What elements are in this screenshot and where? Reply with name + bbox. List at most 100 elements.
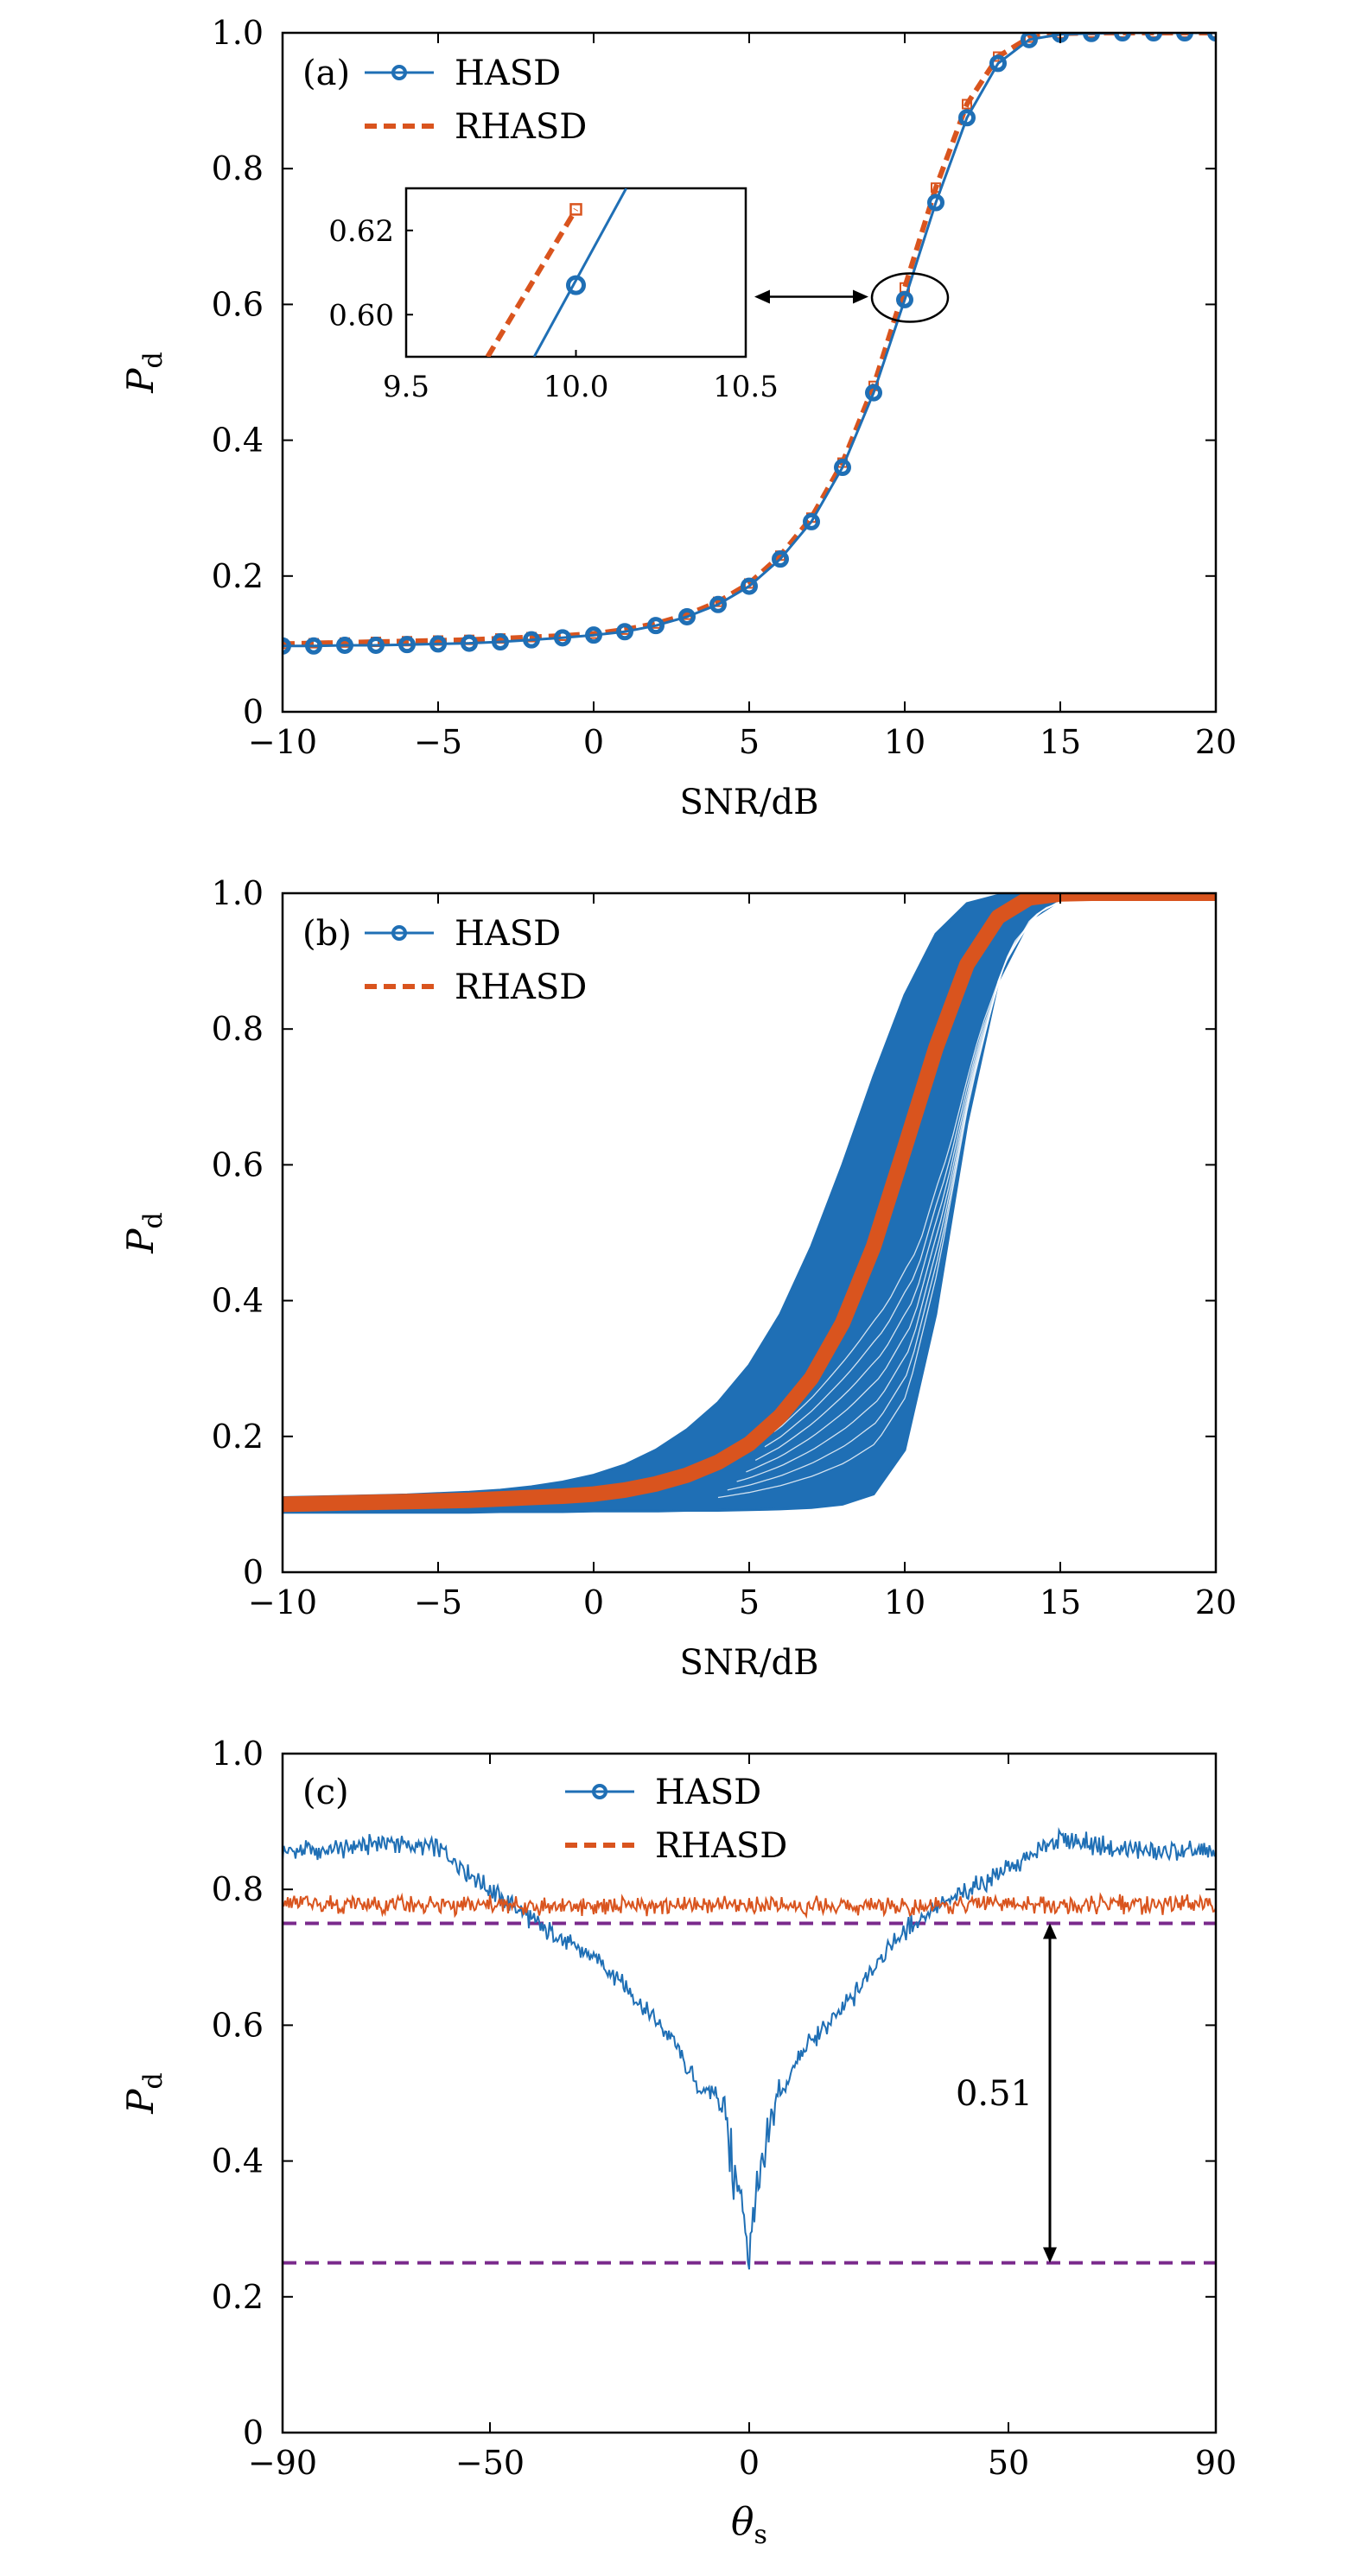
series-hasd-point	[803, 512, 820, 530]
panel-a-y-tick-label: 0.2	[212, 557, 264, 595]
series-hasd-point	[989, 54, 1007, 73]
inset-x-tick-label: 10.5	[713, 370, 779, 404]
panel-a: −10 −5 0 5 10 15 20 0 0.2 0.4 0.6 0.8 1.0 Pd SNR/dB 9.5…	[119, 14, 1237, 822]
panel-b-y-tick-label: 0.8	[212, 1010, 264, 1048]
series-hasd-point	[927, 194, 944, 212]
panel-b-x-tick-label: 20	[1195, 1583, 1237, 1621]
panel-b-x-tick-label: 5	[739, 1583, 760, 1621]
series-hasd-point	[429, 635, 447, 653]
panel-b: −10 −5 0 5 10 15 20 0 0.2 0.4 0.6 0.8 1.0 Pd SNR/dB (b)…	[119, 874, 1237, 1683]
panel-b-legend-rhasd-label: RHASD	[455, 968, 587, 1007]
panel-c-y-axis-label: Pd	[119, 2072, 169, 2114]
panel-c-y-tick-label: 1.0	[212, 1735, 264, 1773]
zoom-arrow-head-left	[754, 289, 770, 304]
panel-b-x-axis-label: SNR/dB	[680, 1643, 819, 1683]
series-hasd-point	[523, 631, 540, 649]
panel-b-y-tick-label: 0.4	[212, 1282, 264, 1320]
hasd-trial-gap	[764, 896, 1077, 1448]
panel-c: 0.51 −90 −50 0 50 90 0 0.2 0.4 0.6 0.8 1.0 Pd θs (c) HA…	[119, 1735, 1237, 2550]
inset-y-tick-label: 0.60	[328, 298, 394, 333]
series-hasd-point	[1114, 33, 1131, 41]
series-hasd-point	[367, 636, 385, 654]
hasd-trial-band	[283, 893, 1216, 1514]
series-hasd-point	[709, 595, 727, 613]
panel-b-x-tick-label: −10	[248, 1583, 317, 1621]
panel-c-y-tick-label: 0	[243, 2414, 264, 2452]
gap-annotation-label: 0.51	[956, 2074, 1033, 2114]
inset-x-tick-label: 10.0	[544, 370, 609, 404]
gap-arrow-head-top	[1043, 1923, 1057, 1939]
zoom-arrow-head-right	[853, 289, 868, 304]
panel-a-x-tick-label: 0	[583, 723, 604, 761]
panel-c-panel-label: (c)	[302, 1773, 349, 1812]
series-hasd-point	[741, 577, 758, 595]
panel-c-legend-rhasd-label: RHASD	[655, 1826, 787, 1866]
panel-b-y-tick-label: 0.2	[212, 1418, 264, 1456]
panel-b-y-tick-label: 0	[243, 1553, 264, 1591]
series-hasd-line	[283, 1826, 1216, 2270]
series-hasd-point	[283, 637, 291, 655]
panel-a-plot-area	[283, 33, 1216, 655]
inset-x-tick-label: 9.5	[383, 370, 429, 404]
inset-hasd-line	[532, 188, 627, 357]
inset-frame	[404, 187, 747, 358]
panel-a-x-tick-label: 20	[1195, 723, 1237, 761]
panel-c-y-tick-label: 0.6	[212, 2006, 264, 2044]
panel-a-x-tick-label: −10	[248, 723, 317, 761]
zoom-ellipse	[870, 272, 950, 323]
panel-a-x-tick-label: 10	[884, 723, 925, 761]
inset-rhasd-line	[485, 207, 579, 357]
inset-rhasd-point	[569, 203, 582, 216]
hasd-trial-gap	[773, 898, 1071, 1432]
panel-a-x-tick-label: 15	[1040, 723, 1081, 761]
panel-c-y-tick-label: 0.8	[212, 1870, 264, 1908]
series-hasd-point	[958, 109, 976, 127]
series-hasd-point	[305, 637, 322, 655]
series-hasd-point	[647, 617, 665, 635]
panel-a-legend-rhasd-label: RHASD	[455, 107, 587, 147]
series-hasd-point	[554, 629, 571, 647]
panel-a-x-axis-label: SNR/dB	[680, 783, 819, 822]
panel-a-legend-hasd-marker	[391, 65, 407, 80]
inset-hasd-point	[566, 275, 586, 295]
panel-c-plot-area	[283, 1826, 1216, 2270]
series-hasd-point	[398, 636, 416, 654]
panel-c-x-tick-label: 0	[739, 2444, 760, 2482]
panel-a-legend-hasd-label: HASD	[455, 54, 561, 93]
panel-b-x-tick-label: −5	[414, 1583, 462, 1621]
series-rhasd-point	[962, 98, 972, 110]
inset-y-tick-label: 0.62	[328, 214, 394, 249]
panel-b-x-tick-label: 15	[1040, 1583, 1081, 1621]
panel-b-x-tick-label: 10	[884, 1583, 925, 1621]
panel-b-panel-label: (b)	[302, 914, 352, 954]
panel-a-y-tick-label: 0.6	[212, 285, 264, 323]
series-hasd-point	[865, 384, 882, 402]
series-hasd-point	[336, 636, 353, 654]
series-hasd-point	[1176, 33, 1193, 41]
series-hasd-point	[585, 626, 602, 644]
series-rhasd-point	[1086, 33, 1097, 38]
series-hasd-point	[1145, 33, 1162, 41]
series-rhasd-line	[283, 33, 1216, 647]
panel-c-legend-hasd-marker	[592, 1784, 607, 1799]
inset-plot-area	[485, 188, 627, 357]
series-hasd-point	[616, 623, 633, 641]
panel-a-x-tick-label: 5	[739, 723, 760, 761]
series-hasd-point	[678, 607, 696, 625]
panel-c-x-tick-label: −50	[455, 2444, 525, 2482]
panel-a-y-tick-label: 1.0	[212, 14, 264, 52]
series-hasd-point	[772, 550, 789, 568]
series-rhasd-line	[283, 1892, 1216, 1919]
series-hasd-point	[492, 633, 509, 651]
panel-b-x-tick-label: 0	[583, 1583, 604, 1621]
panel-b-legend-hasd-label: HASD	[455, 914, 561, 954]
panel-a-y-tick-label: 0.4	[212, 422, 264, 460]
panel-c-x-tick-label: 90	[1195, 2444, 1237, 2482]
panel-a-y-tick-label: 0.8	[212, 149, 264, 187]
series-hasd-point	[461, 634, 478, 652]
panel-c-y-tick-label: 0.4	[212, 2142, 264, 2180]
panel-b-y-tick-label: 0.6	[212, 1145, 264, 1183]
panel-a-y-axis-label: Pd	[119, 352, 169, 393]
panel-c-x-tick-label: 50	[988, 2444, 1029, 2482]
panel-a-x-tick-label: −5	[414, 723, 462, 761]
